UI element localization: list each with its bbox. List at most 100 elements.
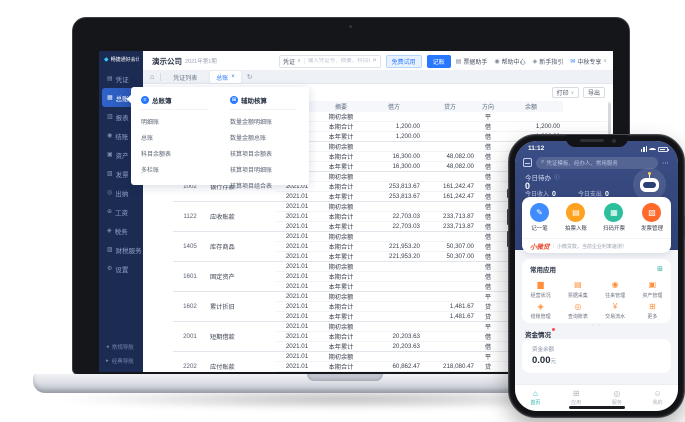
assistant-robot-mascot[interactable] [633,168,666,201]
tab[interactable]: 总账 × [210,71,241,83]
dropdown-item[interactable]: 总账 [141,136,154,142]
sidebar-item-label: 报表 [115,114,129,122]
sidebar-item[interactable]: ▤ 凭证 [102,69,140,88]
scan-icon[interactable] [523,158,532,167]
account-name: 短期借款 [207,321,277,352]
quick-action[interactable]: ▤ 拍票入账 [565,203,587,232]
phone-tab[interactable]: ☺ 我的 [637,385,678,411]
column-header: 方向 [477,101,499,112]
summary-cell: 本年累计 [317,341,365,352]
direction-cell: 平 [477,112,499,122]
credit-cell: 161,242.47 [423,191,477,202]
dropdown-item[interactable]: 核算项目组合表 [230,184,273,190]
sidebar-item[interactable]: ▥ 报表 [102,107,140,126]
dropdown-item[interactable]: 数量金额明细账 [230,120,273,126]
quick-action[interactable]: ▧ 发票管理 [641,203,663,232]
period-cell: 2021.01 [277,351,317,362]
app-item[interactable]: ◈ 结账管理 [522,299,559,321]
search-input[interactable] [304,58,373,64]
topbar-menu-item[interactable]: ◉ 帮助中心 [494,57,527,66]
nav-mode-toggle[interactable]: ◂ 常规导航 [99,340,143,354]
phone-tab[interactable]: ◎ 服务 [597,385,638,411]
period-cell: 2021.01 [277,191,317,202]
phone-notch [565,135,628,147]
direction-cell: 平 [477,321,499,332]
account-set-info[interactable]: 演示公司 2021年第1期 [152,51,217,71]
quick-action[interactable]: ✎ 记一笔 [529,203,549,232]
app-item[interactable]: ▣ 资产管理 [634,277,671,299]
export-button[interactable]: 导出 [582,87,605,98]
sidebar-item[interactable]: ▧ 发票 [102,164,140,183]
sidebar-item[interactable]: ▨ 财税服务 [102,240,142,259]
nav-mode-toggle[interactable]: ▸ 经典导航 [99,354,143,368]
sidebar-item[interactable]: ◎ 出纳 [102,183,140,202]
mute-switch [507,189,509,198]
debit-cell [365,301,423,312]
refresh-icon[interactable]: ↻ [246,74,253,81]
home-icon[interactable]: ⌂ [150,73,155,81]
quick-action[interactable]: ▦ 扫码开票 [603,203,625,232]
period-cell: 2021.01 [277,201,317,212]
app-item[interactable]: ◉ 往来管理 [597,277,634,299]
app-item[interactable]: ▤ 票据采集 [559,277,596,299]
sidebar-item[interactable]: ◉ 结账 [102,126,140,145]
loan-ad-banner[interactable]: 小微贷 | 小微贷款，当前企业利率速测！ [522,238,671,253]
trial-button[interactable]: 免费试用 [385,54,422,68]
account-code: 1601 [173,261,207,292]
bookkeeping-button[interactable]: 记账 [426,54,451,68]
phone-search-bar[interactable]: ⌕ 凭证模板、经办人、常用服务 [536,156,658,169]
credit-cell: 1,481.67 [423,301,477,312]
phone-tab[interactable]: ⌂ 首页 [515,385,556,411]
stat-value: 0 [604,191,609,198]
debit-cell [365,141,423,152]
home-indicator[interactable] [568,406,625,409]
period-cell: 2021.01 [277,241,317,252]
expand-icon[interactable]: ⊞ [657,266,663,273]
todo-label-row: 今日待办 ⓘ [525,172,560,182]
phone-tab-icon: ⌂ [532,389,538,398]
dropdown-item[interactable]: 核算项目余额表 [230,152,273,158]
balance-cell: 1,200.00 [499,121,563,132]
global-search[interactable]: 凭证 ∨ ⌕ [279,54,381,68]
info-icon[interactable]: ⓘ [554,175,560,181]
summary-cell: 本年累计 [317,131,365,142]
direction-cell: 平 [477,351,499,362]
debit-cell [365,261,423,272]
print-button[interactable]: 打印 ∨ [551,87,579,98]
sidebar-item[interactable]: ◈ 税务 [102,221,140,240]
topbar-menu-item[interactable]: ▤ 票据助手 [456,57,490,66]
phone-tab[interactable]: ⊞ 应用 [556,385,597,411]
debit-cell: 253,813.67 [365,181,423,192]
logo-label: 畅捷通好会计 [110,57,139,63]
app-item[interactable]: ◎ 查询账表 [559,299,596,321]
dropdown-item[interactable]: 核算项目明细账 [230,168,273,174]
app-item[interactable]: ⊞ 更多 [634,299,671,321]
more-icon[interactable]: ⋯ [662,159,670,167]
stat-label: 今日收入 [525,192,550,198]
tab[interactable]: 凭证列表 [167,71,206,83]
volume-down-button [507,231,509,247]
sidebar: ◆ 畅捷通好会计 ▤ 凭证 ▦ 总账 [99,51,143,372]
search-type-select[interactable]: 凭证 [283,59,296,66]
menu-item-label: 新手指引 [539,59,564,66]
app-item[interactable]: ▆ 经营状况 [522,277,559,299]
app-item[interactable]: ¥ 交易流水 [597,299,634,321]
topbar-menu-item[interactable]: ◈ 新手指引 [533,57,566,66]
dropdown-item[interactable]: 多栏账 [141,168,160,174]
sidebar-item[interactable]: ⚙ 设置 [102,259,140,278]
dropdown-item[interactable]: 科目余额表 [141,152,172,158]
search-icon[interactable]: ⌕ [372,57,377,64]
period-cell: 2021.01 [277,261,317,272]
sidebar-item[interactable]: ⊕ 工资 [102,202,140,221]
direction-cell: 借 [477,201,499,212]
close-icon[interactable]: × [231,74,235,80]
debit-cell: 253,813.67 [365,191,423,202]
funds-card[interactable]: 资金余额 0.00元 [522,339,671,373]
battery-icon [658,146,669,152]
app-icon: ◎ [574,301,582,311]
dropdown-item[interactable]: 数量金额总账 [230,136,267,142]
ad-text: 小微贷款，当前企业利率速测！ [556,243,627,250]
dropdown-item[interactable]: 明细账 [141,120,160,126]
topbar-menu-item[interactable]: ✉ 中秋专享 ∨ [570,57,607,66]
sidebar-item[interactable]: ▣ 资产 [102,145,140,164]
